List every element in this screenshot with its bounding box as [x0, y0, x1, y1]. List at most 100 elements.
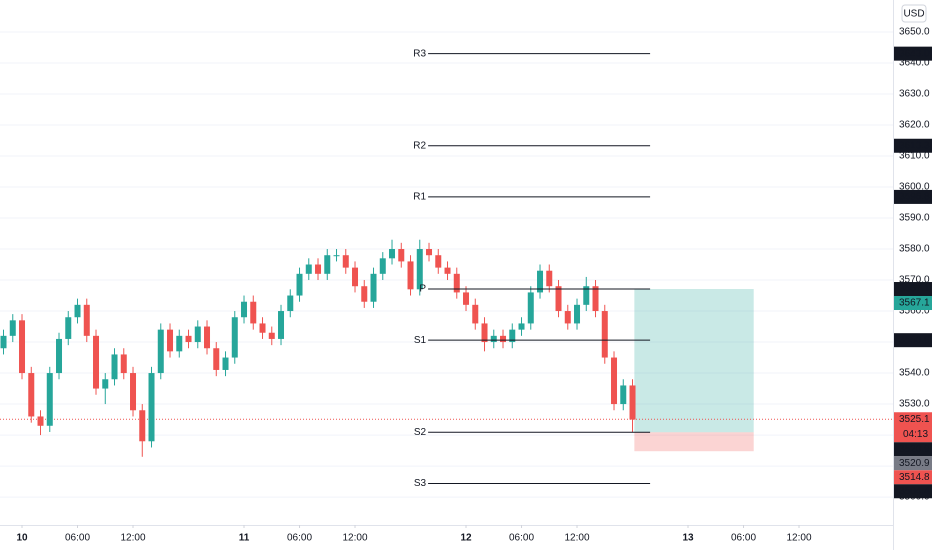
candle-body	[537, 270, 544, 293]
y-tick-label: 3570.0	[899, 275, 930, 286]
x-tick-label: 06:00	[731, 533, 756, 544]
pivot-name: S1	[414, 335, 427, 346]
candle-body	[398, 249, 405, 262]
candle-body	[509, 329, 516, 343]
price-label: 3520.9	[899, 444, 930, 455]
y-tick-label: 3530.0	[899, 399, 930, 410]
price-label: 3520.9	[899, 458, 930, 469]
candle-body	[19, 320, 26, 374]
candle-body	[416, 249, 423, 290]
price-label: 3525.1	[899, 414, 930, 425]
candle-body	[583, 286, 590, 305]
price-label-box	[894, 296, 932, 311]
pivot-name: R3	[413, 48, 426, 59]
candle-body	[204, 326, 211, 349]
candle-body	[592, 286, 599, 312]
x-tick-label: 12:00	[121, 533, 146, 544]
price-label-box	[894, 138, 932, 153]
price-label-box	[894, 189, 932, 204]
candle-body	[0, 335, 7, 349]
y-tick-label: 3600.0	[899, 182, 930, 193]
candle-body	[620, 385, 627, 405]
candle-body	[102, 379, 109, 389]
price-label: 3643.0	[899, 48, 930, 59]
candle-body	[241, 301, 248, 318]
candle-body	[250, 301, 257, 324]
candle-body	[259, 323, 266, 333]
price-label-box	[894, 46, 932, 61]
x-tick-label: 12:00	[787, 533, 812, 544]
candle-body	[120, 354, 127, 374]
currency-button[interactable]	[901, 4, 927, 23]
pivot-name: S3	[414, 478, 427, 489]
candle-body	[490, 335, 497, 343]
candle-body	[9, 320, 16, 336]
candle-body	[342, 255, 349, 268]
price-label: 3567.1	[899, 298, 930, 309]
candle-body	[407, 261, 414, 290]
price-label-box	[894, 282, 932, 297]
candle-body	[463, 292, 470, 305]
x-tick-label: 10	[16, 533, 28, 544]
y-tick-label: 3640.0	[899, 58, 930, 69]
candle-body	[574, 304, 581, 324]
candle-body	[37, 416, 44, 426]
candle-body	[176, 335, 183, 352]
price-label: 3514.8	[899, 472, 930, 483]
candle-body	[527, 292, 534, 324]
candle-body	[379, 258, 386, 274]
candle-body	[333, 255, 340, 257]
candle-body	[287, 295, 294, 312]
candle-body	[56, 338, 63, 374]
x-tick-label: 11	[239, 533, 250, 544]
candle-body	[28, 373, 35, 417]
pivot-name: R2	[413, 140, 426, 151]
candle-body	[278, 311, 285, 339]
stop-zone	[634, 432, 754, 452]
candle-body	[444, 267, 451, 274]
x-tick-label: 06:00	[509, 533, 534, 544]
currency[interactable]: USD	[903, 9, 924, 20]
y-tick-label: 3630.0	[899, 89, 930, 100]
price-label-box	[894, 442, 932, 457]
candle-body	[268, 332, 275, 339]
price-label-box	[894, 484, 932, 499]
x-tick-label: 13	[682, 533, 694, 544]
price-label: 3596.8	[899, 192, 930, 203]
candle-body	[74, 304, 81, 318]
candle-body	[46, 373, 53, 426]
price-label: 3550.6	[899, 335, 930, 346]
candle-body	[361, 286, 368, 302]
candle-body	[65, 317, 72, 339]
candle-body	[426, 249, 433, 256]
pivot-name: S2	[414, 427, 427, 438]
candle-body	[500, 335, 507, 343]
candle-body	[435, 255, 442, 268]
price-label: 3567.1	[899, 284, 930, 295]
candle-body	[352, 267, 359, 287]
y-tick-label: 3580.0	[899, 244, 930, 255]
x-tick-label: 12:00	[343, 533, 368, 544]
candle-body	[194, 326, 201, 343]
candle-body	[213, 348, 220, 370]
y-tick-label: 3650.0	[899, 27, 930, 38]
candle-body	[231, 317, 238, 358]
y-tick-label: 3540.0	[899, 368, 930, 379]
candle-body	[546, 270, 553, 287]
x-tick-label: 12	[460, 533, 472, 544]
candle-body	[518, 323, 525, 330]
candle-body	[167, 329, 174, 352]
candle-body	[296, 273, 303, 296]
price-label: 3504.4	[899, 486, 930, 497]
candle-body	[555, 286, 562, 312]
y-tick-label: 3620.0	[899, 120, 930, 131]
candle-body	[93, 335, 100, 389]
candle-body	[564, 311, 571, 324]
price-label-box	[894, 412, 932, 443]
candle-body	[111, 354, 118, 380]
candle-body	[601, 311, 608, 358]
y-tick-label: 3590.0	[899, 213, 930, 224]
candle-body	[370, 273, 377, 302]
countdown: 04:13	[903, 429, 928, 440]
